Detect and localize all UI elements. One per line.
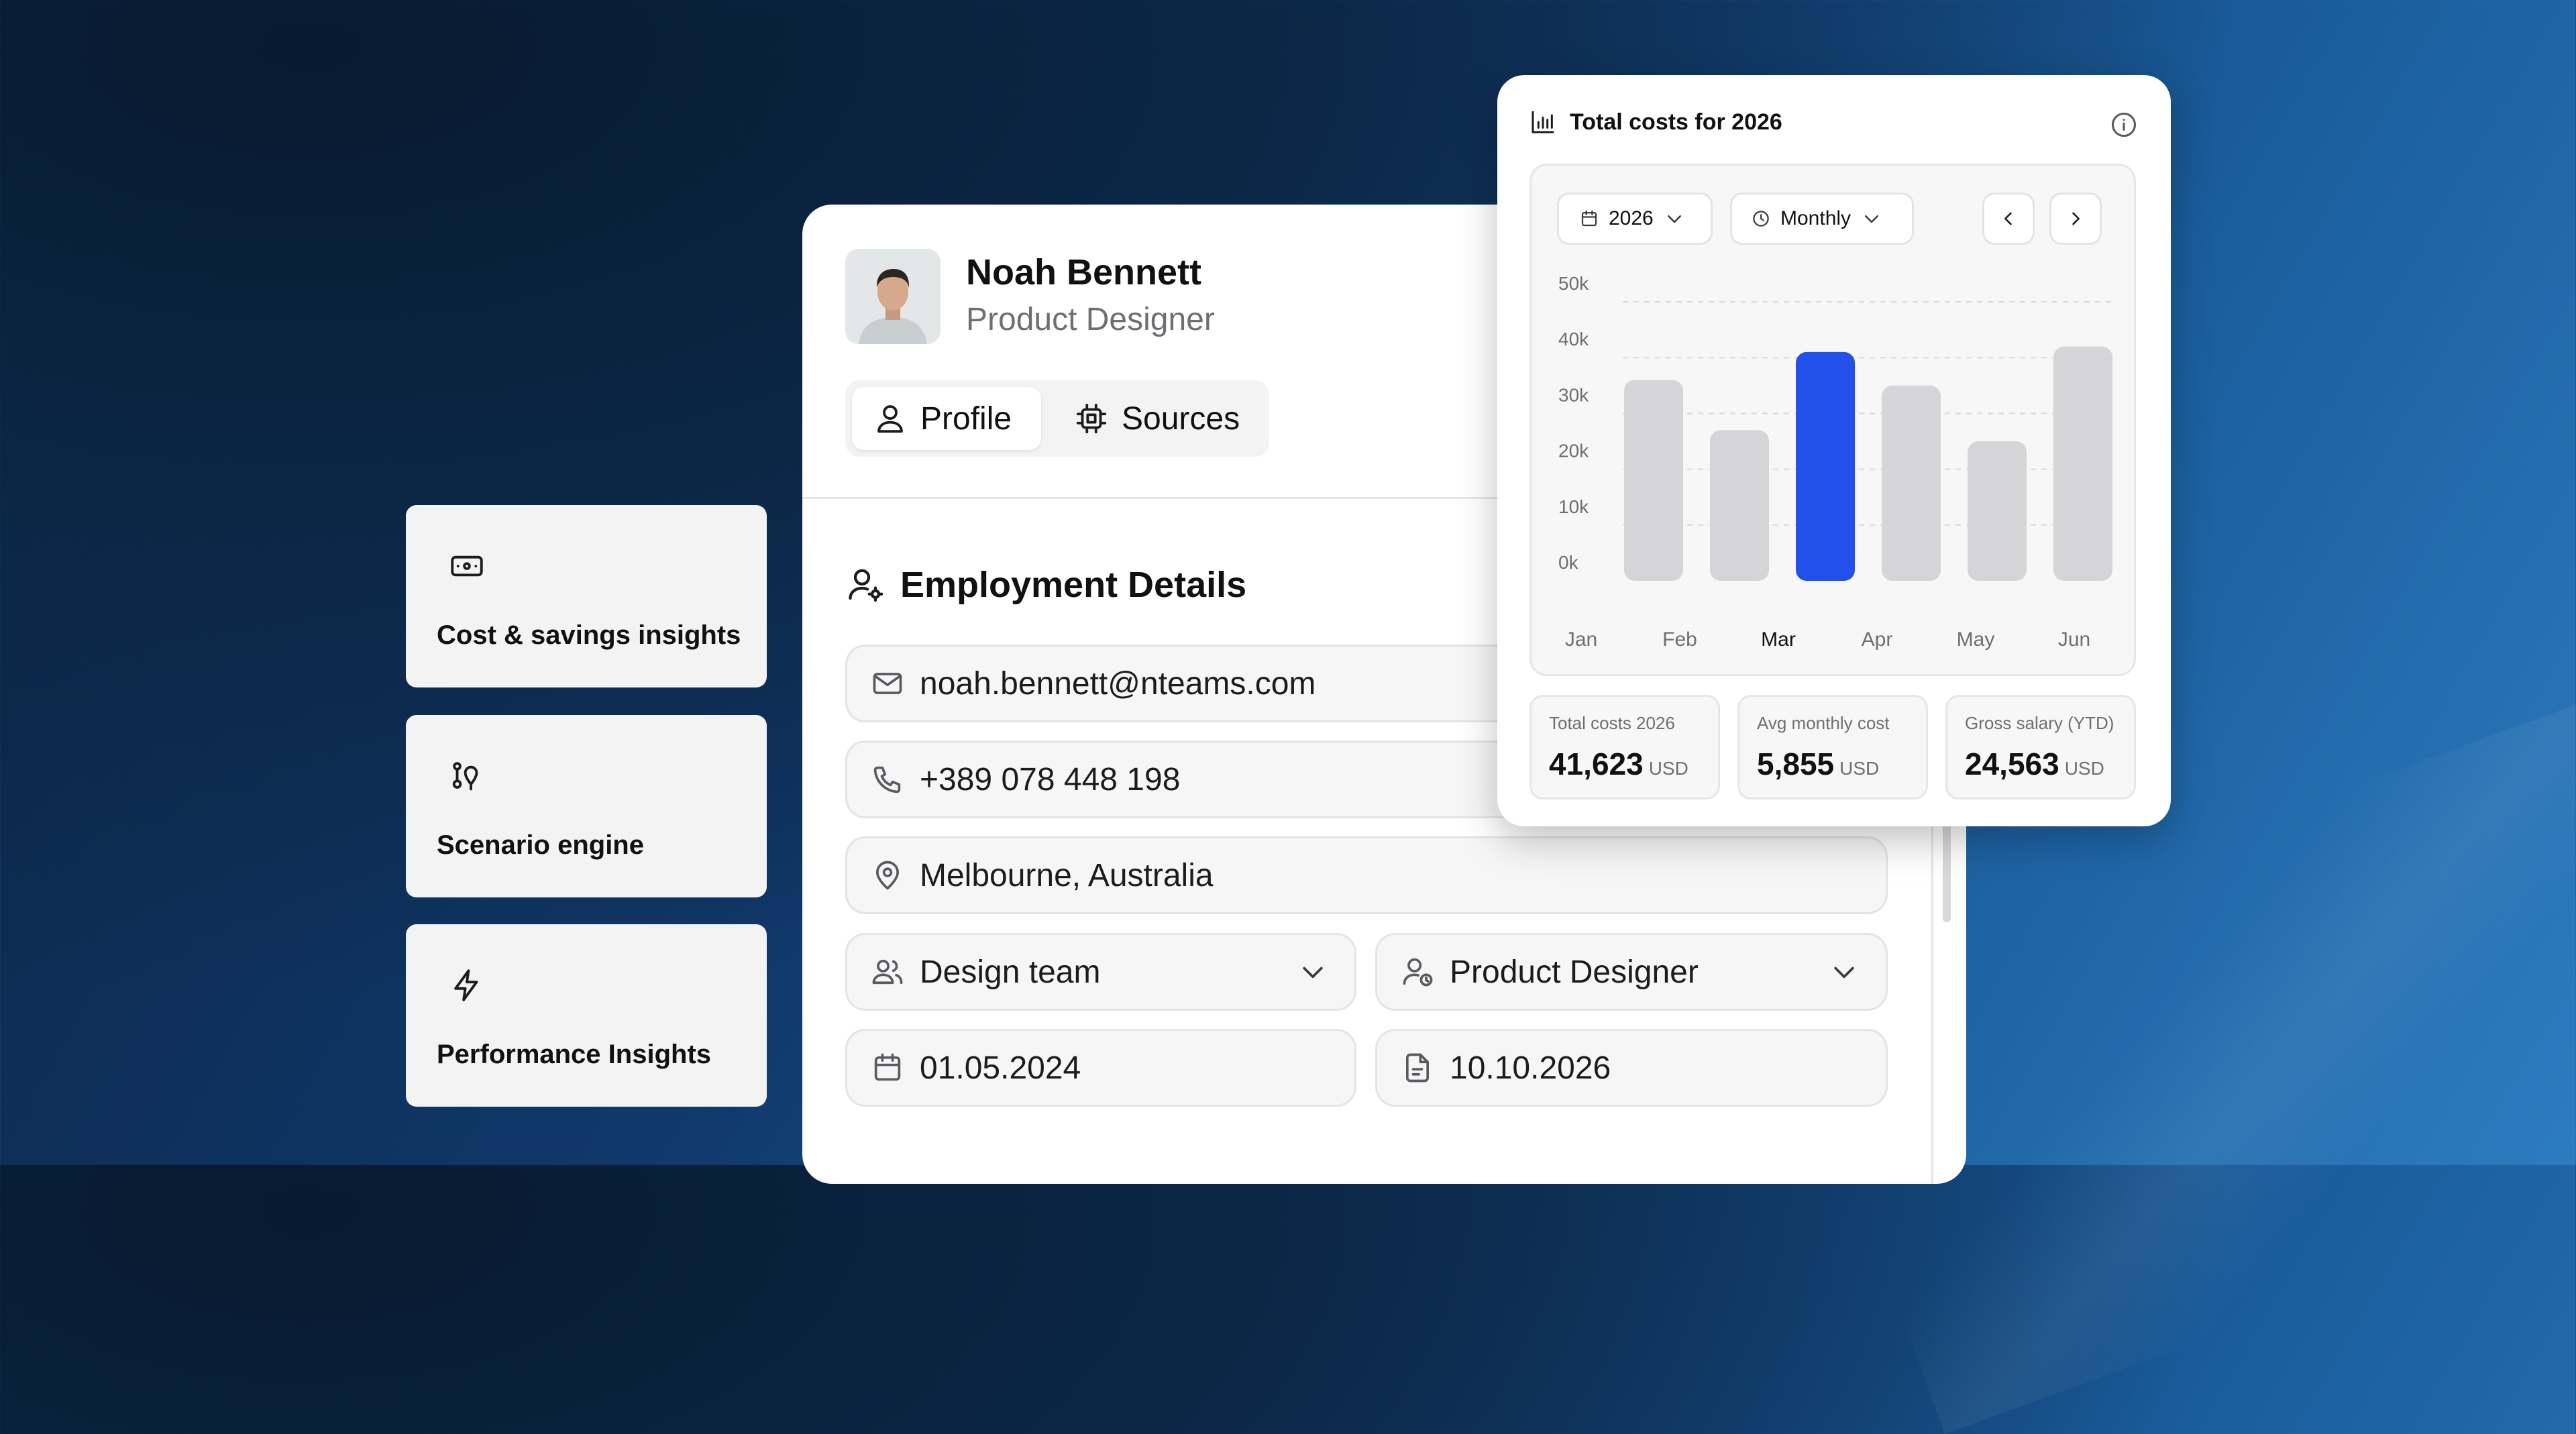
phone-value: +389 078 448 198 xyxy=(920,761,1181,797)
previous-button[interactable] xyxy=(1982,192,2035,245)
chart-panel: 0k 10k 20k 30k 40k 50k Jan Feb Mar Apr May Jun 2026… xyxy=(1529,164,2136,676)
bar-jun[interactable] xyxy=(2053,346,2112,581)
x-tick-label: Apr xyxy=(1862,628,1893,651)
chevron-down-icon xyxy=(1303,967,1323,979)
tab-label: Profile xyxy=(920,400,1012,437)
period-select[interactable]: Monthly xyxy=(1730,192,1914,245)
x-tick-label: May xyxy=(1957,628,1995,651)
bar-mar[interactable] xyxy=(1796,351,1855,581)
document-icon xyxy=(1405,1053,1430,1083)
end-date-value: 10.10.2026 xyxy=(1450,1050,1611,1086)
stats-row: Total costs 2026 41,623 USD Avg monthly c… xyxy=(1529,695,2136,799)
mail-icon xyxy=(873,673,902,694)
y-tick-label: 0k xyxy=(1558,552,1579,573)
phone-icon xyxy=(873,766,901,793)
stat-label: Avg monthly cost xyxy=(1757,713,1890,733)
tab-profile[interactable]: Profile xyxy=(852,387,1041,450)
user-clock-icon xyxy=(1403,958,1433,987)
tab-label: Sources xyxy=(1122,400,1240,437)
chart-card: Total costs for 2026 0k 10k 20k 30k 40k 50k Ja… xyxy=(1497,75,2171,826)
chevron-left-icon xyxy=(2004,212,2012,225)
stat-card-total-costs: Total costs 2026 41,623 USD xyxy=(1529,695,1720,799)
user-icon xyxy=(877,405,903,433)
profile-role: Product Designer xyxy=(966,302,1215,337)
calendar-icon xyxy=(874,1053,901,1081)
feature-card-cost-savings[interactable]: Cost & savings insights xyxy=(406,505,767,687)
feature-card-performance-insights[interactable]: Performance Insights xyxy=(406,924,767,1107)
avatar[interactable] xyxy=(845,249,941,344)
bar-may[interactable] xyxy=(1968,441,2027,581)
x-tick-label: Jun xyxy=(2058,628,2090,651)
chevron-right-icon xyxy=(2072,212,2080,225)
year-select[interactable]: 2026 xyxy=(1557,192,1713,245)
lightning-icon xyxy=(447,966,486,1005)
users-icon xyxy=(872,959,903,985)
period-value: Monthly xyxy=(1780,207,1851,229)
chevron-down-icon xyxy=(1865,215,1879,223)
stat-value: 5,855 USD xyxy=(1757,747,1880,781)
chevron-down-icon xyxy=(1834,967,1854,979)
chart-title: Total costs for 2026 xyxy=(1570,109,1782,135)
team-value: Design team xyxy=(920,954,1101,990)
cpu-chip-icon xyxy=(1076,403,1107,434)
y-tick-label: 50k xyxy=(1558,273,1589,294)
team-select[interactable]: Design team xyxy=(845,933,1356,1011)
start-date-field[interactable]: 01.05.2024 xyxy=(845,1029,1356,1107)
section-title: Employment Details xyxy=(845,564,1246,606)
feature-card-scenario-engine[interactable]: Scenario engine xyxy=(406,715,767,897)
info-icon[interactable] xyxy=(2109,110,2139,140)
profile-tabs: Profile Sources xyxy=(845,380,1269,457)
bar-chart: 0k 10k 20k 30k 40k 50k Jan Feb Mar Apr May Jun xyxy=(1558,273,2112,651)
position-select[interactable]: Product Designer xyxy=(1375,933,1888,1011)
bar-feb[interactable] xyxy=(1710,430,1769,581)
stat-value: 41,623 USD xyxy=(1549,747,1688,781)
feature-label: Performance Insights xyxy=(437,1040,712,1069)
y-tick-label: 30k xyxy=(1558,384,1589,405)
bar-apr[interactable] xyxy=(1882,385,1941,581)
stat-card-gross-salary: Gross salary (YTD) 24,563 USD xyxy=(1945,695,2136,799)
map-pin-icon xyxy=(875,861,900,890)
y-tick-label: 40k xyxy=(1558,329,1589,349)
stat-label: Gross salary (YTD) xyxy=(1965,713,2114,733)
scrollbar-thumb[interactable] xyxy=(1943,822,1951,922)
bar-chart-icon xyxy=(1532,111,1554,133)
route-pins-icon xyxy=(447,757,486,795)
x-tick-label: Feb xyxy=(1662,628,1697,651)
chart-header: Total costs for 2026 xyxy=(1529,109,1782,135)
y-tick-label: 10k xyxy=(1558,496,1589,517)
y-tick-label: 20k xyxy=(1558,441,1589,461)
clock-icon xyxy=(1753,211,1769,227)
stat-label: Total costs 2026 xyxy=(1549,713,1675,733)
chevron-down-icon xyxy=(1667,215,1681,223)
feature-label: Scenario engine xyxy=(437,830,644,860)
feature-label: Cost & savings insights xyxy=(437,620,741,650)
user-settings-icon xyxy=(849,569,883,602)
next-button[interactable] xyxy=(2049,192,2102,245)
email-value: noah.bennett@nteams.com xyxy=(920,665,1316,702)
location-value: Melbourne, Australia xyxy=(920,857,1214,893)
banknote-icon xyxy=(447,547,486,586)
calendar-icon xyxy=(1581,210,1597,227)
tab-sources[interactable]: Sources xyxy=(1073,387,1261,450)
stat-card-avg-monthly: Avg monthly cost 5,855 USD xyxy=(1737,695,1928,799)
position-value: Product Designer xyxy=(1450,954,1699,990)
x-tick-label: Jan xyxy=(1565,628,1597,651)
start-date-value: 01.05.2024 xyxy=(920,1050,1081,1086)
divider xyxy=(802,497,1966,499)
x-tick-label: Mar xyxy=(1761,628,1796,651)
year-value: 2026 xyxy=(1609,207,1654,229)
bar-jan[interactable] xyxy=(1624,380,1683,581)
stat-value: 24,563 USD xyxy=(1965,747,2104,781)
end-date-field[interactable]: 10.10.2026 xyxy=(1375,1029,1888,1107)
location-field[interactable]: Melbourne, Australia xyxy=(845,836,1888,914)
profile-name: Noah Bennett xyxy=(966,252,1201,292)
